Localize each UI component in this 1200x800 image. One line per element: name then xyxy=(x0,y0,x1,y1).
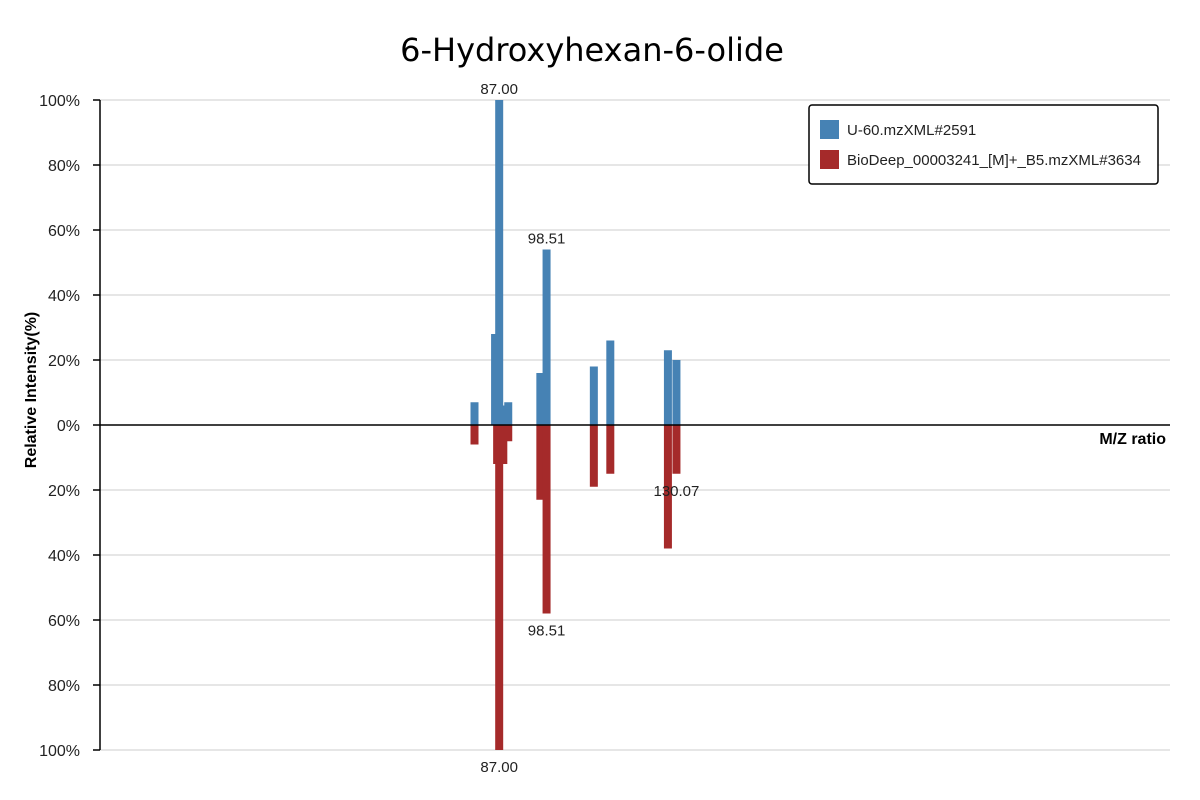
query-peak-bar xyxy=(606,340,615,425)
reference-peak-bar xyxy=(589,425,598,487)
query-peak-bar xyxy=(470,402,479,425)
y-tick-label: 20% xyxy=(48,483,80,500)
legend-label-reference: BioDeep_00003241_[M]+_B5.mzXML#3634 xyxy=(847,152,1141,169)
axes-layer xyxy=(99,100,1170,750)
reference-peak-bar xyxy=(672,425,681,474)
y-tick-label: 80% xyxy=(48,678,80,695)
y-tick-label: 40% xyxy=(48,548,80,565)
reference-peak-bar xyxy=(606,425,615,474)
legend-box xyxy=(808,104,1159,185)
x-axis-label: M/Z ratio xyxy=(1099,431,1166,448)
legend-swatch-query xyxy=(820,120,839,139)
query-peak-label: 98.51 xyxy=(528,231,566,248)
reference-peak-bar xyxy=(504,425,513,442)
query-peak-bar xyxy=(491,334,500,425)
reference-peak-bar xyxy=(663,425,672,549)
y-tick-label: 40% xyxy=(48,288,80,305)
legend: U-60.mzXML#2591 BioDeep_00003241_[M]+_B5… xyxy=(808,104,1159,185)
query-peak-bar xyxy=(504,402,513,425)
y-tick-label: 20% xyxy=(48,353,80,370)
legend-label-query: U-60.mzXML#2591 xyxy=(847,122,976,139)
query-peak-bar xyxy=(499,405,508,425)
y-axis-label: Relative Intensity(%) xyxy=(23,312,40,468)
chart-title: 6-Hydroxyhexan-6-olide xyxy=(400,31,784,69)
reference-peak-bar xyxy=(536,425,545,500)
peak-labels: 87.00 98.51 130.07 98.51 87.00 xyxy=(480,81,699,776)
query-peak-bar xyxy=(672,360,681,425)
y-tick-label: 60% xyxy=(48,223,80,240)
bars-layer xyxy=(470,100,681,750)
y-tick-label: 80% xyxy=(48,158,80,175)
reference-peak-bar xyxy=(499,425,508,464)
y-tick-label: 0% xyxy=(57,418,80,435)
query-peak-label: 87.00 xyxy=(480,81,518,98)
y-tick-label: 100% xyxy=(39,93,80,110)
reference-peak-label: 130.07 xyxy=(653,483,699,500)
y-tick-label: 60% xyxy=(48,613,80,630)
reference-peak-label: 87.00 xyxy=(480,759,518,776)
reference-peak-label: 98.51 xyxy=(528,623,566,640)
reference-peak-bar xyxy=(495,425,504,750)
query-peak-bar xyxy=(495,100,504,425)
query-peak-bar xyxy=(589,366,598,425)
query-peak-bar xyxy=(663,350,672,425)
legend-swatch-reference xyxy=(820,150,839,169)
y-ticks: 100% 80% 60% 40% 20% 0% 20% 40% 60% 80% 100% xyxy=(39,93,100,760)
query-peak-bar xyxy=(536,373,545,425)
y-tick-label: 100% xyxy=(39,743,80,760)
query-peak-bar xyxy=(542,249,551,425)
grid-layer xyxy=(100,99,1170,751)
reference-peak-bar xyxy=(542,425,551,614)
reference-peak-bar xyxy=(470,425,479,445)
